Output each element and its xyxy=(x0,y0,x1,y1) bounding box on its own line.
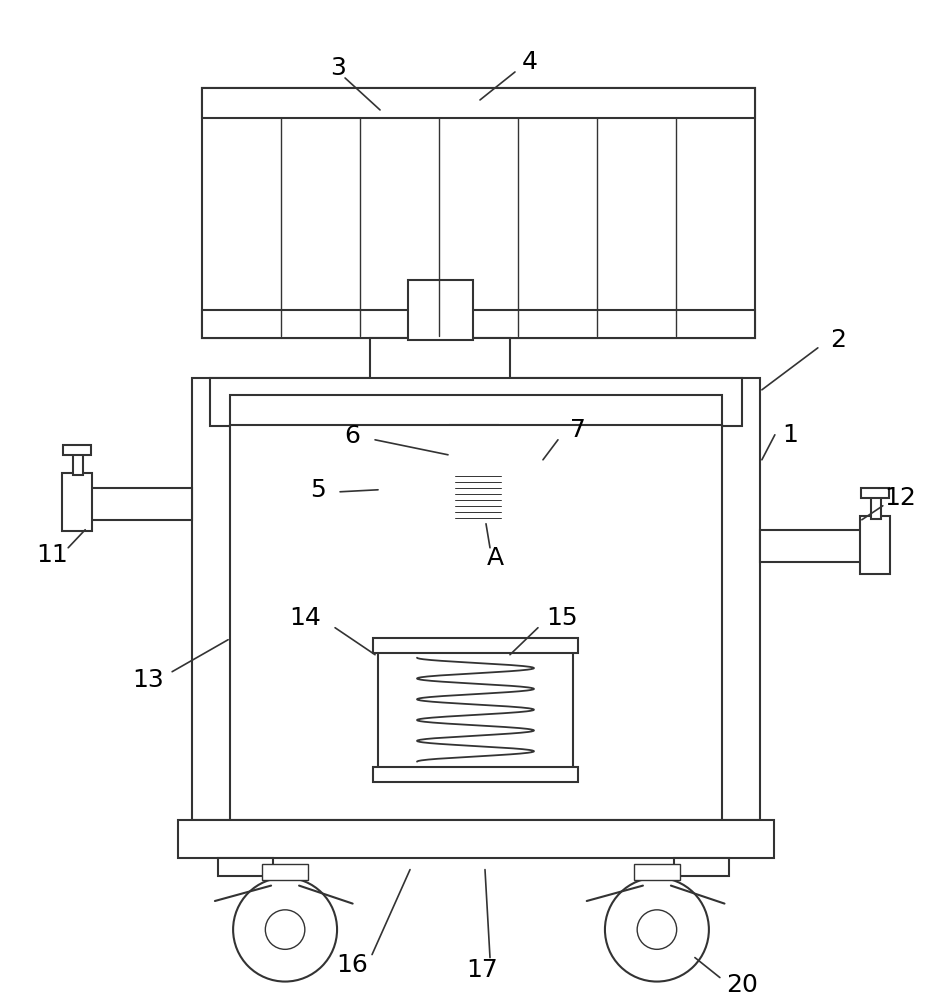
Text: 4: 4 xyxy=(522,50,538,74)
Circle shape xyxy=(426,448,530,552)
Bar xyxy=(261,864,309,880)
Bar xyxy=(450,425,498,460)
Bar xyxy=(63,445,92,455)
Bar xyxy=(861,488,889,498)
Circle shape xyxy=(637,910,677,949)
Bar xyxy=(91,488,193,520)
Bar xyxy=(870,497,881,519)
Text: 3: 3 xyxy=(330,56,346,80)
Text: 12: 12 xyxy=(884,486,916,510)
Text: 13: 13 xyxy=(132,668,164,692)
Bar xyxy=(62,473,93,531)
Bar xyxy=(860,516,890,574)
Bar xyxy=(674,858,729,876)
Text: 2: 2 xyxy=(830,328,846,352)
Text: 14: 14 xyxy=(289,606,321,630)
Circle shape xyxy=(265,910,305,949)
Text: 7: 7 xyxy=(570,418,586,442)
Bar xyxy=(230,395,722,427)
Bar xyxy=(178,820,774,858)
Text: 1: 1 xyxy=(782,423,798,447)
Circle shape xyxy=(233,878,337,982)
Bar xyxy=(218,858,273,876)
Text: 6: 6 xyxy=(344,424,360,448)
Bar xyxy=(370,338,510,380)
Circle shape xyxy=(605,878,709,982)
Bar xyxy=(408,280,473,340)
Text: 11: 11 xyxy=(36,543,68,567)
Bar xyxy=(74,453,83,475)
Bar xyxy=(405,455,543,477)
Text: 16: 16 xyxy=(336,953,368,977)
Bar xyxy=(378,650,573,770)
Bar xyxy=(373,767,578,782)
Bar xyxy=(202,310,755,338)
Bar xyxy=(193,378,760,820)
Text: A: A xyxy=(486,546,503,570)
Text: 15: 15 xyxy=(547,606,578,630)
Bar xyxy=(230,425,722,820)
Bar xyxy=(633,864,681,880)
Bar xyxy=(454,472,502,530)
Bar xyxy=(202,88,755,338)
Bar xyxy=(760,530,862,562)
Bar xyxy=(373,638,578,653)
Bar xyxy=(202,88,755,118)
Text: 5: 5 xyxy=(311,478,326,502)
Bar xyxy=(211,378,742,426)
Text: 20: 20 xyxy=(726,973,758,997)
Bar xyxy=(456,447,500,474)
Text: 17: 17 xyxy=(466,958,497,982)
